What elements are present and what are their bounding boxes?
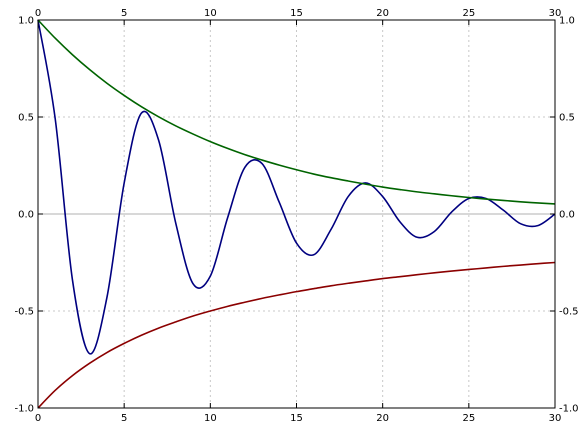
x-tick-label-bottom: 30 xyxy=(549,413,562,424)
x-tick-label-bottom: 25 xyxy=(462,413,475,424)
y-tick-label-right: -1.0 xyxy=(559,404,579,415)
x-tick-label-bottom: 10 xyxy=(204,413,217,424)
series-line-1 xyxy=(37,19,556,355)
x-tick-label-top: 30 xyxy=(549,8,562,19)
axis-ticks xyxy=(37,19,556,409)
x-tick-label-bottom: 20 xyxy=(376,413,389,424)
x-tick-label-top: 0 xyxy=(35,8,41,19)
series-line-2 xyxy=(37,19,556,205)
y-tick-label-right: 0.5 xyxy=(559,113,575,124)
y-tick-label-left: 0.0 xyxy=(18,210,34,221)
x-tick-label-bottom: 5 xyxy=(121,413,127,424)
series-line-3 xyxy=(37,261,556,409)
grid xyxy=(38,20,555,408)
y-tick-label-left: -1.0 xyxy=(14,404,34,415)
x-tick-label-top: 15 xyxy=(290,8,303,19)
y-tick-label-right: -0.5 xyxy=(559,307,579,318)
y-tick-label-left: -0.5 xyxy=(14,307,34,318)
y-tick-label-right: 0.0 xyxy=(559,210,575,221)
y-tick-label-left: 1.0 xyxy=(18,16,34,27)
y-tick-label-left: 0.5 xyxy=(18,113,34,124)
x-tick-label-bottom: 0 xyxy=(35,413,41,424)
x-tick-label-top: 5 xyxy=(121,8,127,19)
y-tick-label-right: 1.0 xyxy=(559,16,575,27)
x-tick-label-top: 25 xyxy=(462,8,475,19)
x-tick-label-top: 20 xyxy=(376,8,389,19)
series-lines xyxy=(37,19,556,409)
x-tick-label-bottom: 15 xyxy=(290,413,303,424)
x-tick-label-top: 10 xyxy=(204,8,217,19)
